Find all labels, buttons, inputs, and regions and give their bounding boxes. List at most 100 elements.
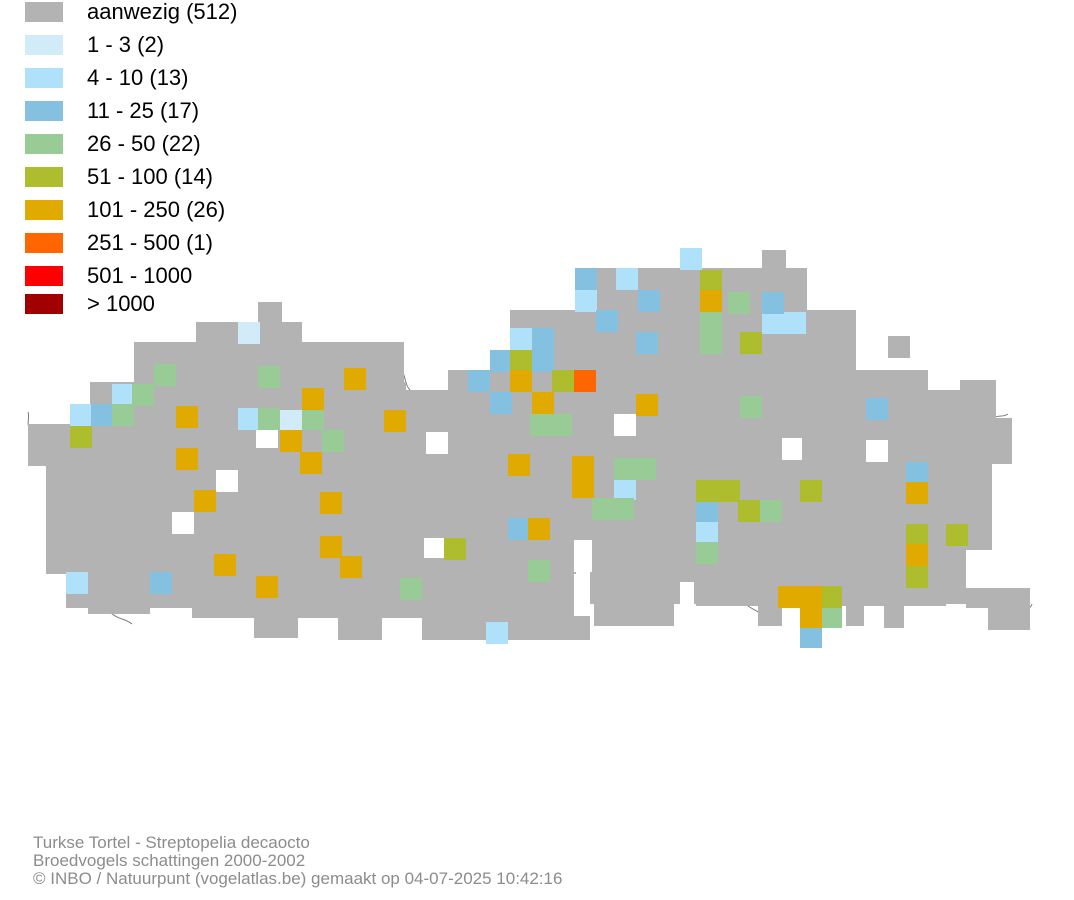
abundance-cell xyxy=(384,410,406,432)
legend-label: 4 - 10 (13) xyxy=(87,65,189,90)
abundance-cell xyxy=(508,518,530,540)
abundance-cell xyxy=(696,542,718,564)
presence-grid xyxy=(28,250,1030,640)
presence-block xyxy=(594,604,674,626)
credit-line: © INBO / Natuurpunt (vogelatlas.be) gema… xyxy=(33,869,563,888)
presence-block xyxy=(66,572,574,608)
abundance-cell xyxy=(238,408,260,430)
abundance-cell xyxy=(820,586,842,608)
abundance-cell xyxy=(575,290,597,312)
abundance-cell xyxy=(636,394,658,416)
abundance-cell xyxy=(696,480,718,502)
presence-block xyxy=(46,548,576,574)
abundance-cell xyxy=(614,478,636,500)
abundance-cell xyxy=(800,606,822,628)
abundance-cell xyxy=(592,498,614,520)
abundance-cell xyxy=(490,350,512,372)
abundance-cell xyxy=(638,290,660,312)
presence-block xyxy=(988,606,1030,630)
no-data-holes xyxy=(172,414,888,604)
empty-cell xyxy=(614,414,636,436)
abundance-cell xyxy=(302,408,324,430)
abundance-cell xyxy=(468,370,490,392)
legend-label: 101 - 250 (26) xyxy=(87,197,226,222)
abundance-cell xyxy=(700,312,722,334)
empty-cell xyxy=(574,540,592,572)
abundance-cell xyxy=(532,392,554,414)
abundance-cell xyxy=(528,518,550,540)
empty-cell xyxy=(866,440,888,462)
abundance-cell xyxy=(302,388,324,410)
presence-block xyxy=(758,604,782,626)
legend-swatch xyxy=(25,266,63,286)
abundance-cell xyxy=(70,404,92,426)
abundance-cell xyxy=(946,524,968,546)
legend-label: aanwezig (512) xyxy=(87,0,238,24)
abundance-cell xyxy=(572,476,594,498)
abundance-cell xyxy=(718,480,740,502)
abundance-cell xyxy=(486,622,508,644)
abundance-cell xyxy=(696,520,718,542)
presence-block xyxy=(884,604,904,628)
abundance-cell xyxy=(700,270,722,292)
legend-item: 26 - 50 (22) xyxy=(25,132,345,156)
abundance-cell xyxy=(176,448,198,470)
abundance-cell xyxy=(150,572,172,594)
abundance-cell xyxy=(258,408,280,430)
abundance-cell xyxy=(728,292,750,314)
abundance-cell xyxy=(132,384,154,406)
legend-item: aanwezig (512) xyxy=(25,0,345,24)
abundance-cell xyxy=(320,536,342,558)
abundance-cell xyxy=(112,384,134,406)
abundance-cell xyxy=(575,268,597,290)
abundance-cell xyxy=(320,492,342,514)
legend-label: 251 - 500 (1) xyxy=(87,230,213,255)
abundance-cell xyxy=(490,392,512,414)
presence-block xyxy=(590,548,966,578)
abundance-cell xyxy=(614,458,636,480)
abundance-cell xyxy=(510,370,532,392)
abundance-cell xyxy=(510,350,532,372)
legend-item: 251 - 500 (1) xyxy=(25,231,345,255)
legend-label: > 1000 xyxy=(87,291,155,316)
abundance-cell xyxy=(800,480,822,502)
abundance-cell xyxy=(256,576,278,598)
abundance-cell xyxy=(510,328,532,350)
legend-swatch xyxy=(25,294,63,314)
abundance-cell xyxy=(532,328,554,350)
legend-item: 11 - 25 (17) xyxy=(25,99,345,123)
presence-block xyxy=(88,606,150,614)
legend-label: 501 - 1000 xyxy=(87,263,193,288)
abundance-cell xyxy=(258,366,280,388)
abundance-cell xyxy=(508,454,530,476)
abundance-cell xyxy=(574,370,596,392)
legend-item: 51 - 100 (14) xyxy=(25,165,345,189)
abundance-cell xyxy=(906,544,928,566)
presence-block xyxy=(846,604,864,626)
empty-cell xyxy=(782,438,802,460)
empty-cell xyxy=(172,512,194,534)
abundance-grid xyxy=(66,248,968,648)
presence-block xyxy=(960,380,996,420)
abundance-cell xyxy=(552,370,574,392)
abundance-cell xyxy=(906,462,928,484)
legend-label: 51 - 100 (14) xyxy=(87,164,213,189)
legend-item: 501 - 1000 xyxy=(25,264,345,288)
legend-swatch xyxy=(25,101,63,121)
presence-block xyxy=(966,588,1030,608)
abundance-cell xyxy=(680,248,702,270)
empty-cell xyxy=(680,582,694,604)
legend-swatch xyxy=(25,233,63,253)
legend-label: 26 - 50 (22) xyxy=(87,131,201,156)
abundance-cell xyxy=(778,586,800,608)
abundance-cell xyxy=(762,292,784,314)
abundance-cell xyxy=(800,586,822,608)
abundance-cell xyxy=(530,414,552,436)
abundance-cell xyxy=(238,322,260,344)
abundance-cell xyxy=(280,410,302,432)
legend-swatch xyxy=(25,35,63,55)
legend-swatch xyxy=(25,2,63,22)
empty-cell xyxy=(426,432,448,454)
presence-block xyxy=(888,336,910,358)
